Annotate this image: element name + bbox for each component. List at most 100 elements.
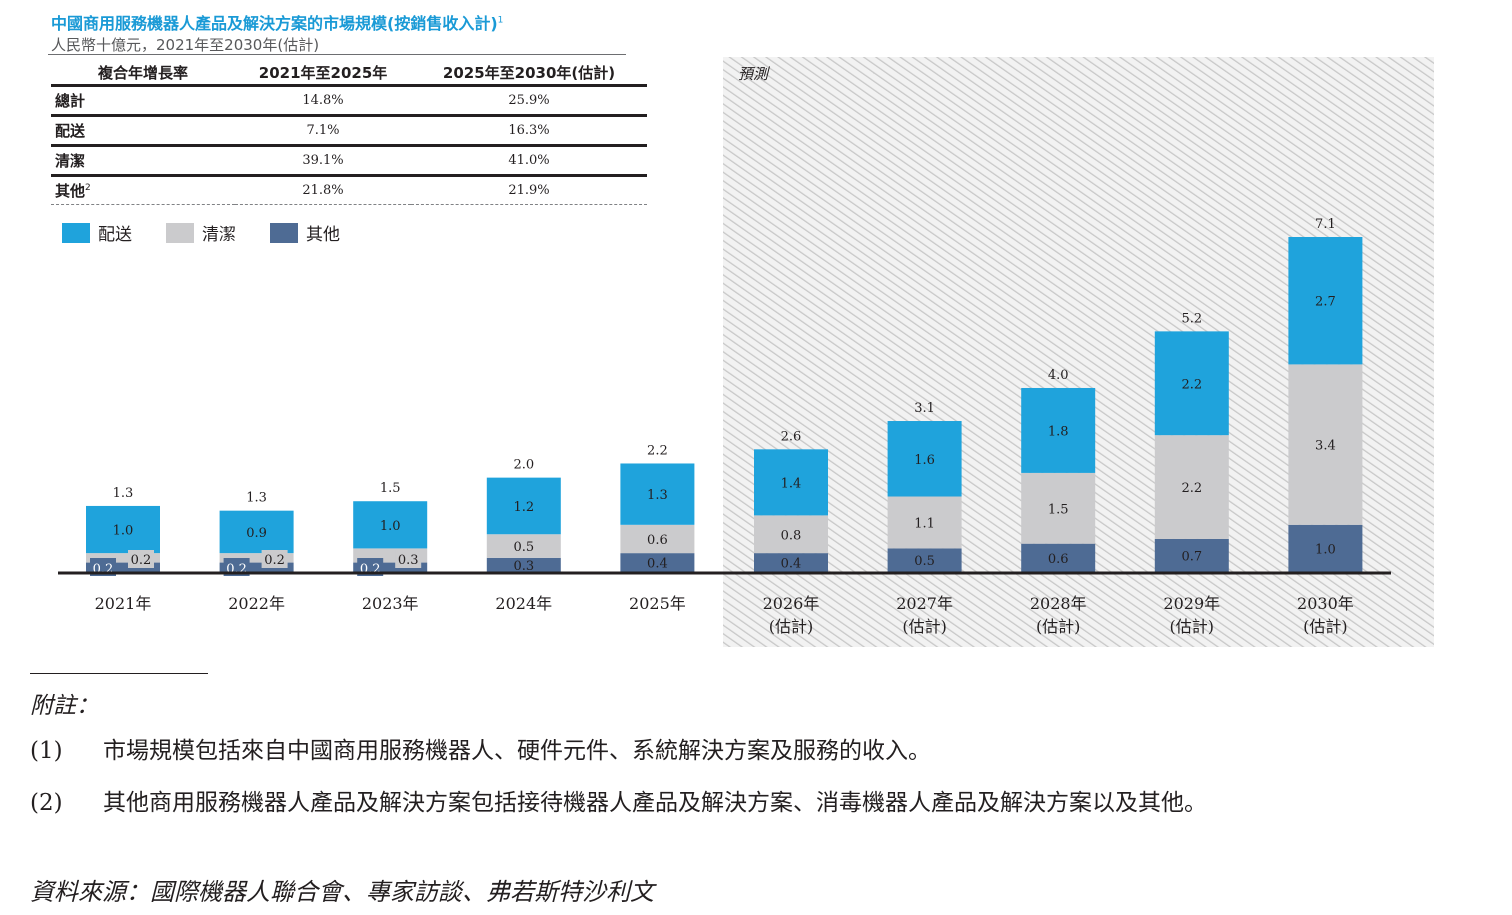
data-label-chip-cleaning [395, 550, 422, 568]
data-label-total: 5.2 [1181, 311, 1202, 326]
data-label-others: 0.4 [781, 557, 802, 572]
data-label-others: 0.4 [647, 557, 668, 572]
cagr-row-others: 其他2 21.8% 21.9% [51, 175, 647, 205]
data-label-delivery: 2.2 [1181, 377, 1202, 392]
x-tick-label: 2021年 [95, 594, 152, 613]
legend-item-others: 其他 [270, 220, 340, 245]
data-label-others: 0.2 [93, 562, 114, 577]
data-label-delivery: 1.6 [914, 453, 935, 468]
x-tick-label: 2022年 [228, 594, 285, 613]
data-label-others: 0.3 [513, 559, 534, 574]
bar-segment-cleaning [1154, 435, 1229, 539]
bar-segment-cleaning [486, 534, 561, 558]
footnote-text: 市場規模包括來自中國商用服務機器人、硬件元件、系統解決方案及服務的收入。 [103, 738, 931, 764]
bar-segment-others [754, 553, 828, 572]
bar-segment-delivery [1154, 331, 1229, 436]
footnote-divider [30, 673, 208, 674]
bar-segment-delivery [1288, 237, 1363, 365]
data-label-delivery: 1.3 [647, 488, 668, 503]
chart-title: 中國商用服務機器人產品及解決方案的市場規模(按銷售收入計)1 [51, 14, 504, 33]
legend-item-cleaning: 清潔 [166, 220, 236, 245]
chart-subtitle: 人民幣十億元，2021年至2030年(估計) [51, 36, 320, 54]
bar-segment-cleaning [219, 553, 294, 563]
bar-segment-others [887, 548, 962, 572]
forecast-label: 預測 [738, 65, 770, 83]
cagr-row-label: 總計 [51, 85, 235, 117]
data-label-total: 2.2 [647, 443, 668, 458]
data-label-cleaning: 0.2 [264, 553, 285, 568]
footnote-heading: 附註： [30, 693, 99, 719]
cagr-row-label: 配送 [51, 115, 235, 147]
cagr-row-delivery: 配送 7.1% 16.3% [51, 115, 647, 147]
x-tick-label: 2030年 [1297, 594, 1354, 613]
data-label-total: 2.0 [513, 458, 534, 473]
footnote-text: 其他商用服務機器人產品及解決方案包括接待機器人產品及解決方案、消毒機器人產品及解… [103, 790, 1207, 816]
bar-segment-delivery [353, 501, 428, 549]
data-label-delivery: 2.7 [1315, 295, 1336, 310]
x-tick-label: (估計) [769, 617, 814, 636]
data-label-cleaning: 0.8 [781, 528, 802, 543]
data-label-chip-cleaning [261, 550, 288, 568]
source-note: 資料來源：國際機器人聯合會、專家訪談、弗若斯特沙利文 [30, 878, 654, 906]
legend-label: 清潔 [202, 225, 236, 245]
bar-segment-others [1021, 543, 1096, 572]
data-label-chip-cleaning [128, 550, 154, 568]
data-label-cleaning: 3.4 [1315, 439, 1336, 454]
cagr-value: 14.8% [235, 85, 412, 117]
x-tick-label: 2025年 [629, 594, 686, 613]
legend-swatch-cleaning [166, 222, 194, 243]
data-label-delivery: 1.0 [113, 524, 134, 539]
cagr-header-period-2: 2025年至2030年(估計) [411, 60, 647, 87]
legend-swatch-delivery [62, 222, 90, 243]
data-label-others: 0.6 [1048, 552, 1069, 567]
data-label-delivery: 1.4 [781, 476, 802, 491]
bar-segment-others [1154, 538, 1229, 572]
data-label-others: 0.2 [226, 562, 247, 577]
x-tick-label: (估計) [1170, 617, 1215, 636]
cagr-value: 21.8% [235, 175, 412, 205]
bar-segment-others [353, 562, 428, 572]
data-label-cleaning: 0.6 [647, 533, 668, 548]
cagr-value: 25.9% [411, 85, 647, 117]
data-label-total: 4.0 [1048, 368, 1069, 383]
data-label-cleaning: 1.5 [1048, 502, 1069, 517]
footnote-number: (1) [30, 738, 63, 764]
data-label-delivery: 1.0 [380, 519, 401, 534]
cagr-header-period-1: 2021年至2025年 [235, 60, 412, 87]
legend-item-delivery: 配送 [62, 220, 132, 245]
bar-segment-cleaning [887, 496, 962, 549]
cagr-value: 39.1% [235, 145, 412, 177]
data-label-total: 2.6 [781, 429, 802, 444]
data-label-total: 3.1 [914, 401, 935, 416]
bar-segment-others [486, 557, 561, 572]
cagr-row-label: 清潔 [51, 145, 235, 177]
bar-segment-delivery [1021, 387, 1096, 473]
cagr-row-total: 總計 14.8% 25.9% [51, 85, 647, 117]
chart-legend: 配送 清潔 其他 [62, 220, 374, 245]
data-label-others: 0.2 [360, 562, 381, 577]
cagr-row-cleaning: 清潔 39.1% 41.0% [51, 145, 647, 177]
legend-label: 配送 [98, 225, 132, 245]
legend-swatch-others [270, 222, 298, 243]
data-label-cleaning: 0.2 [131, 553, 152, 568]
bar-segment-others [219, 562, 294, 572]
bar-segment-delivery [887, 421, 962, 497]
stacked-bar-chart: 預測 0.2 0.2 1.0 1.3 2021年 0.2 0.2 0.9 1.3 2022年 0.2… [58, 57, 1434, 647]
footnote-number: (2) [30, 790, 63, 816]
cagr-value: 41.0% [411, 145, 647, 177]
bar-segment-others [620, 553, 695, 572]
legend-label: 其他 [306, 225, 340, 245]
data-label-others: 1.0 [1315, 542, 1336, 557]
cagr-value: 16.3% [411, 115, 647, 147]
cagr-value: 21.9% [411, 175, 647, 205]
data-label-others: 0.5 [914, 554, 935, 569]
bar-segment-delivery [620, 463, 695, 525]
subtitle-divider [48, 54, 626, 55]
bar-segment-cleaning [1288, 364, 1363, 525]
x-tick-label: (估計) [1036, 617, 1081, 636]
x-tick-label: 2028年 [1030, 594, 1087, 613]
bar-segment-others [86, 562, 160, 572]
data-label-cleaning: 1.1 [914, 516, 935, 531]
bar-segment-delivery [86, 505, 160, 554]
data-label-total: 1.3 [113, 486, 134, 501]
